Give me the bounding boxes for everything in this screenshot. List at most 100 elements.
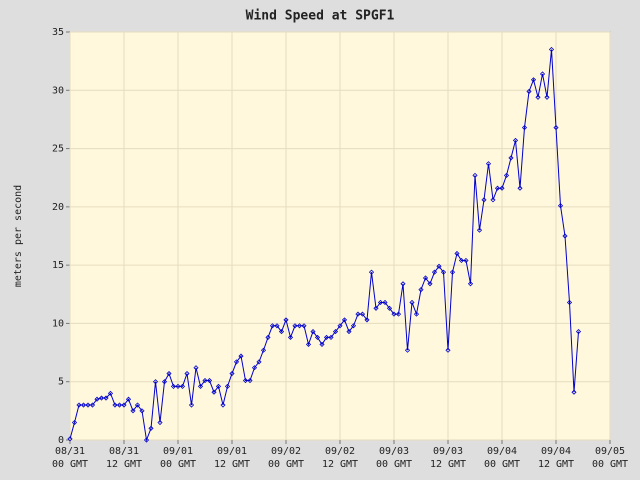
data-point (319, 341, 325, 347)
data-point (116, 402, 123, 408)
data-point (193, 365, 199, 371)
data-point (67, 436, 73, 442)
data-point (436, 263, 442, 269)
y-axis-label: meters per second (13, 185, 24, 287)
data-point (535, 94, 541, 100)
data-point (503, 172, 510, 178)
x-tick-label: 09/04 00 GMT (484, 446, 520, 470)
data-point (314, 334, 321, 340)
data-point (139, 408, 145, 414)
data-point (328, 334, 334, 340)
data-point (242, 377, 249, 384)
data-point (260, 347, 267, 353)
data-point (323, 334, 330, 340)
data-point (359, 311, 366, 317)
data-point (107, 390, 114, 396)
data-point (157, 419, 163, 426)
data-point (265, 334, 271, 340)
data-point (400, 281, 406, 287)
data-point (440, 269, 447, 275)
data-point (130, 408, 136, 414)
y-tick-label: 15 (52, 260, 64, 271)
data-point (544, 94, 550, 100)
x-tick-label: 09/04 12 GMT (538, 446, 574, 470)
data-point (431, 269, 438, 275)
data-point (364, 317, 370, 323)
data-point (247, 377, 253, 384)
data-point (463, 257, 469, 264)
data-point (350, 323, 357, 329)
data-point (71, 419, 78, 426)
data-point (161, 379, 168, 385)
data-point (179, 383, 186, 389)
data-point (188, 402, 195, 408)
x-tick-label: 09/03 12 GMT (430, 446, 466, 470)
data-line (69, 49, 579, 442)
data-point (175, 383, 181, 389)
data-point (454, 250, 460, 257)
data-point (382, 299, 388, 306)
data-point (206, 377, 213, 384)
data-point (512, 137, 519, 143)
data-point (215, 383, 222, 389)
data-point (422, 275, 429, 281)
data-point (413, 311, 420, 317)
data-point (571, 389, 577, 395)
data-point (548, 46, 555, 53)
data-point (427, 281, 433, 287)
data-point (490, 197, 496, 203)
y-tick-label: 0 (58, 435, 64, 446)
data-point (283, 317, 289, 323)
data-point (449, 269, 456, 275)
data-point (458, 257, 465, 264)
data-point (301, 323, 307, 329)
chart-title: Wind Speed at SPGF1 (246, 9, 395, 24)
data-point (409, 299, 415, 306)
x-tick-label: 08/31 12 GMT (106, 446, 142, 470)
data-point (238, 353, 244, 359)
data-point (494, 185, 501, 191)
data-point (121, 402, 127, 408)
data-point (530, 77, 537, 83)
data-point (346, 329, 352, 335)
x-tick-label: 08/31 00 GMT (52, 446, 88, 470)
data-point (233, 359, 240, 365)
data-point (467, 281, 474, 287)
x-tick-label: 09/01 12 GMT (214, 446, 250, 470)
y-tick-label: 25 (52, 144, 64, 155)
data-point (197, 383, 204, 389)
data-point (373, 305, 379, 311)
data-point (274, 323, 280, 329)
data-point (377, 299, 384, 306)
data-point (566, 299, 573, 306)
data-point (89, 402, 96, 408)
data-point (152, 379, 159, 385)
data-point (418, 287, 424, 293)
data-point (557, 203, 564, 209)
data-point (76, 402, 82, 408)
data-point (539, 71, 546, 77)
data-point (80, 402, 87, 408)
data-point (386, 305, 393, 311)
data-point (485, 161, 492, 167)
data-point (229, 370, 235, 377)
data-point (256, 359, 262, 365)
y-tick-label: 30 (52, 85, 64, 96)
data-point (341, 317, 348, 323)
data-point (166, 370, 172, 377)
data-point (296, 323, 303, 329)
data-point (310, 329, 316, 335)
data-point (143, 437, 150, 443)
x-tick-label: 09/02 12 GMT (322, 446, 358, 470)
data-point (305, 341, 312, 347)
data-point (575, 329, 582, 335)
data-point (125, 396, 132, 402)
y-tick-label: 35 (52, 27, 64, 38)
data-point (521, 125, 528, 131)
data-point (404, 347, 411, 353)
data-point (526, 88, 532, 95)
x-tick-label: 09/02 00 GMT (268, 446, 304, 470)
data-point (112, 402, 118, 408)
